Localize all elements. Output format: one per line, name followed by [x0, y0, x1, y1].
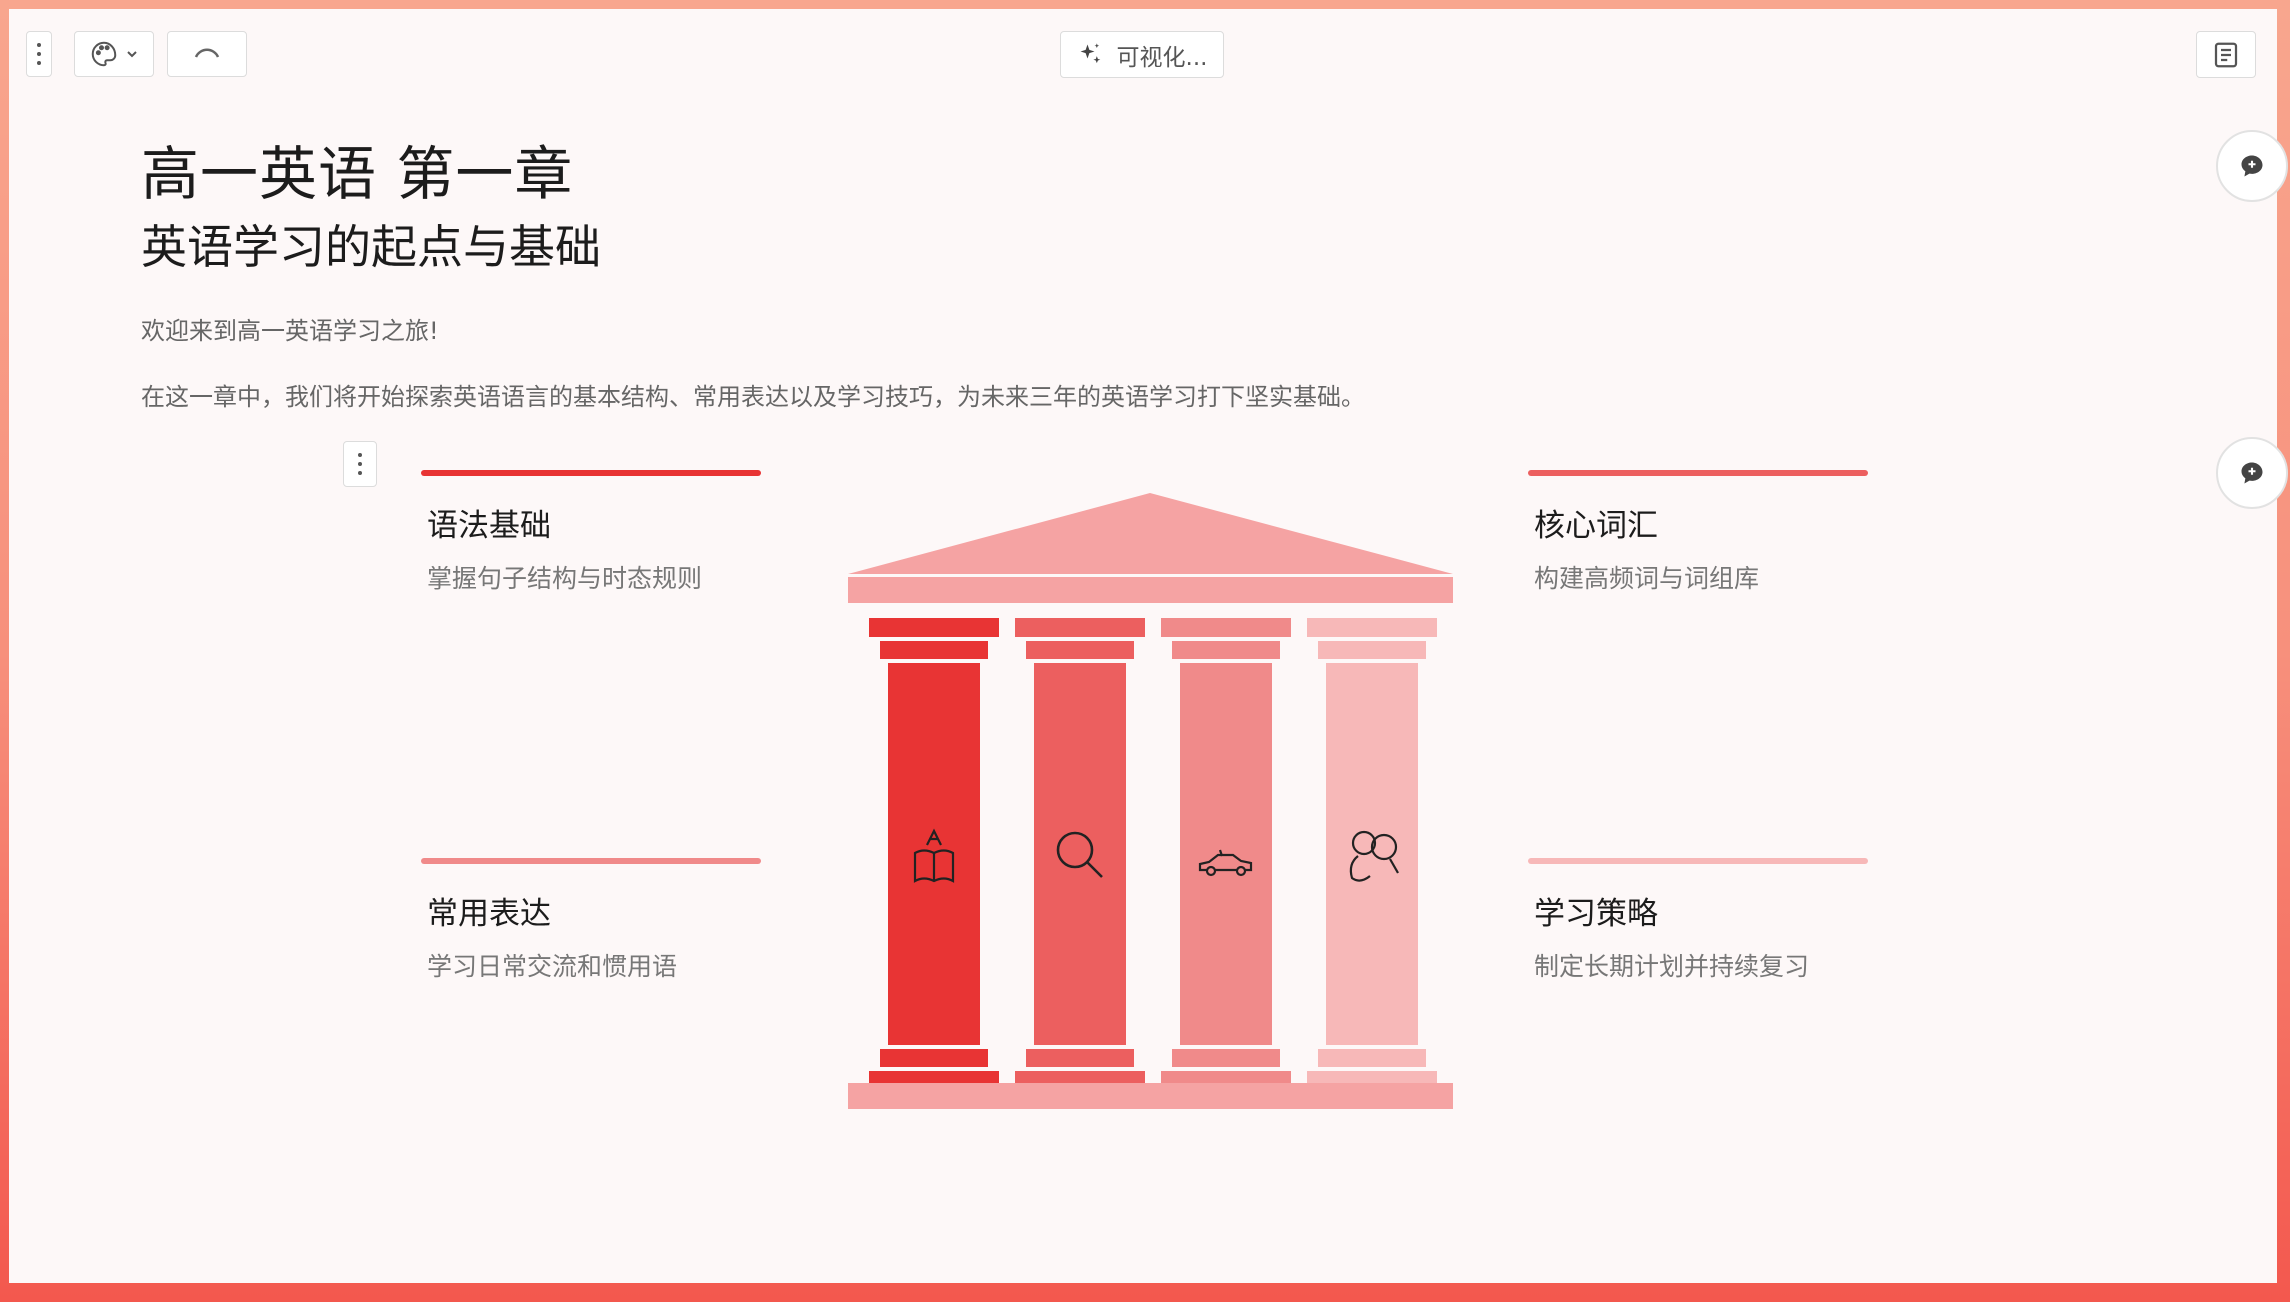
palette-icon	[91, 41, 117, 67]
temple-roof	[848, 493, 1453, 574]
visualize-button[interactable]: 可视化...	[1060, 31, 1224, 78]
loading-spinner-icon	[194, 48, 220, 58]
pillar-card-title: 常用表达	[427, 896, 551, 932]
pillar-card-bar	[421, 470, 761, 476]
intro-text: 欢迎来到高一英语学习之旅!	[141, 317, 439, 345]
temple-entablature	[848, 577, 1453, 603]
pillar-card: 核心词汇 构建高频词与词组库	[1528, 470, 1868, 595]
add-comment-button[interactable]	[2216, 437, 2288, 509]
pillar-card-bar	[1528, 858, 1868, 864]
sparkle-icon	[1080, 42, 1100, 63]
pillar-card-bar	[1528, 470, 1868, 476]
temple-diagram	[848, 493, 1453, 1109]
intro-text: 在这一章中，我们将开始探索英语语言的基本结构、常用表达以及学习技巧，为未来三年的…	[141, 383, 1365, 411]
notes-icon	[2214, 42, 2238, 67]
kebab-icon	[358, 453, 362, 475]
car-icon	[1198, 849, 1253, 877]
comment-plus-icon	[2241, 155, 2263, 177]
pillar-card-desc: 学习日常交流和惯用语	[427, 952, 678, 981]
pillar-card-title: 学习策略	[1534, 896, 1658, 932]
pillar-card-desc: 掌握句子结构与时态规则	[427, 564, 703, 593]
temple-pillars	[869, 618, 1437, 1090]
pillar-card-desc: 制定长期计划并持续复习	[1534, 952, 1810, 981]
chevron-down-icon	[127, 51, 137, 58]
kebab-icon	[37, 43, 41, 65]
more-options-button[interactable]	[26, 31, 52, 77]
pillar-card: 语法基础 掌握句子结构与时态规则	[421, 470, 761, 595]
temple-base	[848, 1083, 1453, 1109]
page-subtitle: 英语学习的起点与基础	[141, 220, 601, 274]
magnifier-icon	[1056, 831, 1103, 878]
book-icon	[913, 828, 955, 883]
pillar-card-title: 核心词汇	[1534, 508, 1658, 544]
block-options-button[interactable]	[343, 441, 377, 487]
people-icon	[1349, 830, 1399, 882]
loading-button[interactable]	[167, 31, 247, 77]
pillar-card: 学习策略 制定长期计划并持续复习	[1528, 858, 1868, 983]
pillar-card-desc: 构建高频词与词组库	[1534, 564, 1760, 593]
page-title: 高一英语 第一章	[141, 140, 574, 208]
pillar-card-bar	[421, 858, 761, 864]
notes-button[interactable]	[2196, 31, 2256, 78]
pillar-column	[1307, 618, 1437, 1090]
pillar-card: 常用表达 学习日常交流和惯用语	[421, 858, 761, 983]
theme-palette-button[interactable]	[74, 31, 154, 77]
pillar-column	[1015, 618, 1145, 1090]
add-comment-button[interactable]	[2216, 130, 2288, 202]
slide-canvas: 可视化... 高一英语 第一章 英语学习的起点与基础 欢迎来到高一英语学习之旅!…	[9, 9, 2288, 1283]
comment-plus-icon	[2241, 462, 2263, 484]
pillar-card-title: 语法基础	[427, 508, 551, 544]
visualize-label: 可视化...	[1116, 44, 1208, 71]
